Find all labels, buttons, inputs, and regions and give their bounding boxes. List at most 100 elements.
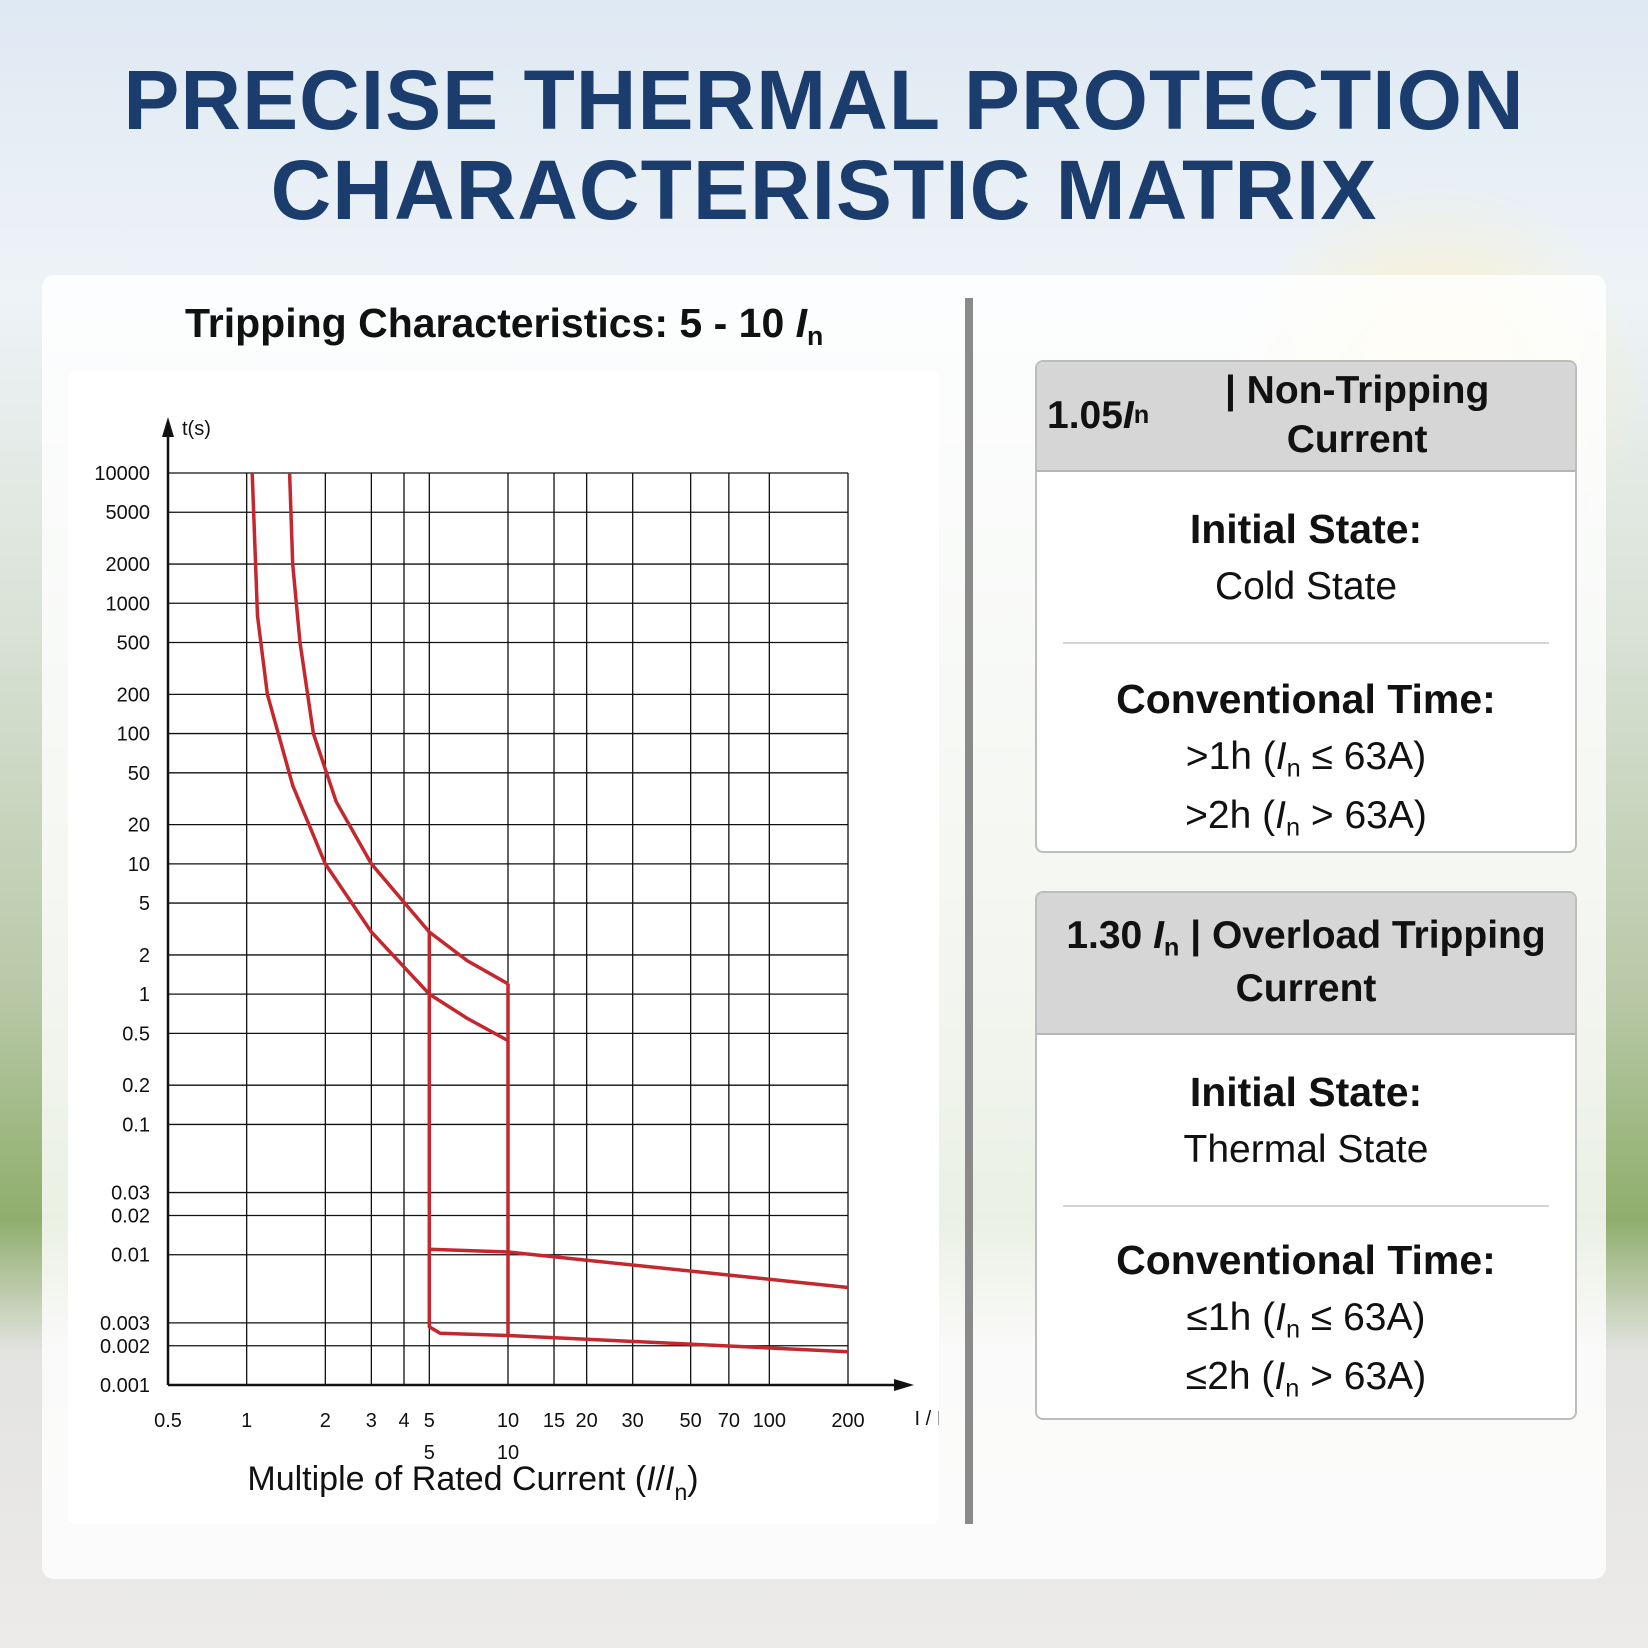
time-line: ≤1h (In ≤ 63A) bbox=[1037, 1290, 1575, 1348]
y-tick-label: 0.5 bbox=[122, 1023, 150, 1045]
text: > 63A) bbox=[1300, 793, 1427, 837]
x-tick-label: 4 bbox=[398, 1410, 409, 1432]
text: n bbox=[807, 320, 824, 351]
y-tick-label: 5000 bbox=[106, 502, 151, 524]
card: 1.30 In | Overload Tripping Current Init… bbox=[1035, 891, 1577, 1420]
text: | Non-Tripping Current bbox=[1224, 369, 1490, 461]
text: ≤2h ( bbox=[1185, 1354, 1275, 1398]
y-tick-label: 100 bbox=[117, 724, 150, 746]
y-tick-label: 5 bbox=[139, 893, 150, 915]
series-line bbox=[427, 932, 849, 1354]
text: 1.05 bbox=[1047, 393, 1123, 437]
time-section: Conventional Time: >1h (In ≤ 63A) >2h (I… bbox=[1037, 644, 1575, 851]
card-heading: 1.30 In | Overload Tripping Current bbox=[1037, 893, 1575, 1035]
x-tick-label: 50 bbox=[680, 1410, 702, 1432]
text: ≤ 63A) bbox=[1300, 735, 1427, 779]
text: ) bbox=[687, 1460, 698, 1498]
x-tick-label-secondary: 5 bbox=[424, 1442, 435, 1464]
title-line: PRECISE THERMAL PROTECTION bbox=[123, 53, 1525, 147]
text: Tripping Characteristics: 5 - 10 bbox=[185, 300, 796, 346]
x-axis-arrow bbox=[894, 1379, 914, 1391]
series-line bbox=[287, 472, 509, 986]
x-axis-title: Multiple of Rated Current (I/In) bbox=[247, 1460, 698, 1505]
separator bbox=[1063, 1204, 1549, 1207]
x-tick-label: 100 bbox=[753, 1410, 786, 1432]
label: Initial State: bbox=[1189, 506, 1423, 552]
text: I bbox=[1274, 1354, 1286, 1398]
y-axis-label: t(s) bbox=[182, 418, 211, 440]
text: n bbox=[1133, 401, 1150, 430]
divider bbox=[965, 298, 973, 1524]
text: I bbox=[1275, 735, 1287, 779]
x-tick-label: 2 bbox=[320, 1410, 331, 1432]
y-tick-label: 0.01 bbox=[111, 1245, 150, 1267]
state-section: Initial State: Cold State bbox=[1037, 472, 1575, 642]
y-tick-label: 500 bbox=[117, 633, 150, 655]
text: >1h ( bbox=[1185, 735, 1276, 779]
value: Cold State bbox=[1214, 565, 1398, 609]
text: n bbox=[1285, 1316, 1301, 1345]
separator bbox=[1063, 641, 1549, 644]
time-line: >1h (In ≤ 63A) bbox=[1037, 729, 1575, 787]
y-tick-label: 1000 bbox=[106, 593, 151, 615]
y-tick-label: 2 bbox=[139, 945, 150, 967]
text: I bbox=[1275, 793, 1286, 837]
text: | Overload Tripping Current bbox=[1179, 914, 1546, 1010]
y-tick-label: 10 bbox=[128, 854, 150, 876]
text: I bbox=[1122, 393, 1134, 437]
text: I bbox=[646, 1460, 656, 1498]
chart: Multiple of Rated Current (I/In) 1000050… bbox=[94, 417, 953, 1505]
text: I bbox=[1275, 1296, 1286, 1340]
x-tick-label: 0.5 bbox=[154, 1410, 182, 1432]
text: n bbox=[674, 1479, 687, 1505]
text: ≤1h ( bbox=[1186, 1296, 1276, 1340]
y-tick-label: 0.02 bbox=[111, 1205, 150, 1227]
title-line: CHARACTERISTIC MATRIX bbox=[270, 143, 1378, 237]
y-tick-label: 0.002 bbox=[100, 1336, 150, 1358]
text: I bbox=[1153, 914, 1164, 958]
y-tick-label: 200 bbox=[117, 684, 150, 706]
series-line bbox=[429, 1247, 849, 1290]
y-tick-label: 50 bbox=[128, 763, 150, 785]
x-tick-label: 1 bbox=[241, 1410, 252, 1432]
y-tick-label: 0.03 bbox=[111, 1183, 150, 1205]
y-tick-label: 0.003 bbox=[100, 1313, 150, 1335]
time-section: Conventional Time: ≤1h (In ≤ 63A) ≤2h (I… bbox=[1037, 1207, 1575, 1418]
x-tick-label: 200 bbox=[831, 1410, 864, 1432]
y-tick-label: 0.001 bbox=[100, 1375, 150, 1397]
text: Multiple of Rated Current ( bbox=[247, 1460, 646, 1498]
value: Thermal State bbox=[1183, 1128, 1429, 1172]
x-tick-label: 10 bbox=[497, 1410, 519, 1432]
x-tick-label: 5 bbox=[424, 1410, 435, 1432]
x-tick-label: 70 bbox=[718, 1410, 740, 1432]
text: >2h ( bbox=[1185, 793, 1276, 837]
x-tick-label: 20 bbox=[576, 1410, 598, 1432]
text: n bbox=[1163, 934, 1180, 963]
y-axis-arrow bbox=[162, 417, 174, 437]
text: 1.30 bbox=[1066, 914, 1154, 958]
text: n bbox=[1285, 813, 1301, 842]
y-tick-label: 0.2 bbox=[122, 1075, 150, 1097]
y-tick-label: 20 bbox=[128, 815, 150, 837]
text: > 63A) bbox=[1299, 1354, 1427, 1398]
state-section: Initial State: Thermal State bbox=[1037, 1035, 1575, 1205]
y-tick-label: 0.1 bbox=[122, 1114, 150, 1136]
label: Conventional Time: bbox=[1116, 1236, 1496, 1283]
x-tick-label: 15 bbox=[543, 1410, 565, 1432]
text: / bbox=[656, 1460, 666, 1498]
series-line bbox=[250, 472, 509, 1043]
time-line: ≤2h (In > 63A) bbox=[1037, 1349, 1575, 1407]
time-line: >2h (In > 63A) bbox=[1037, 788, 1575, 846]
label: Initial State: bbox=[1189, 1069, 1423, 1115]
y-tick-label: 10000 bbox=[94, 463, 150, 485]
label: Conventional Time: bbox=[1116, 675, 1496, 722]
text: ≤ 63A) bbox=[1300, 1296, 1426, 1340]
text: I bbox=[795, 300, 808, 346]
x-axis-end-label: I / In bbox=[915, 1408, 939, 1430]
x-tick-label: 30 bbox=[622, 1410, 644, 1432]
y-tick-label: 2000 bbox=[106, 554, 151, 576]
text: I bbox=[665, 1460, 675, 1498]
